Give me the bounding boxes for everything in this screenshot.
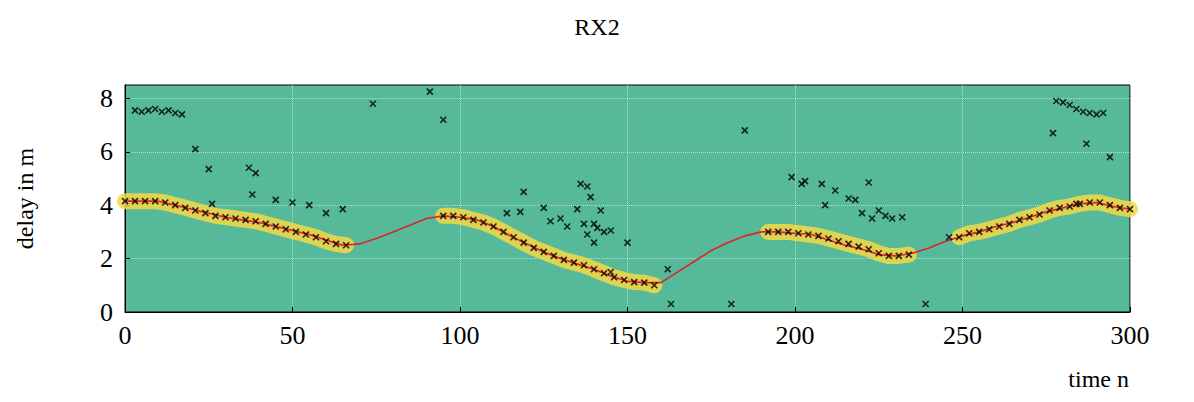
svg-text:4: 4 (100, 191, 113, 220)
svg-text:150: 150 (608, 321, 647, 350)
svg-text:250: 250 (943, 321, 982, 350)
svg-text:0: 0 (100, 298, 113, 327)
svg-text:RX2: RX2 (574, 14, 619, 40)
svg-text:200: 200 (776, 321, 815, 350)
svg-text:8: 8 (100, 84, 113, 113)
svg-text:time n: time n (1068, 366, 1129, 392)
svg-text:100: 100 (441, 321, 480, 350)
svg-text:2: 2 (100, 244, 113, 273)
svg-text:6: 6 (100, 137, 113, 166)
svg-text:50: 50 (280, 321, 306, 350)
svg-text:300: 300 (1111, 321, 1150, 350)
svg-text:delay in m: delay in m (12, 148, 38, 250)
svg-text:0: 0 (119, 321, 132, 350)
